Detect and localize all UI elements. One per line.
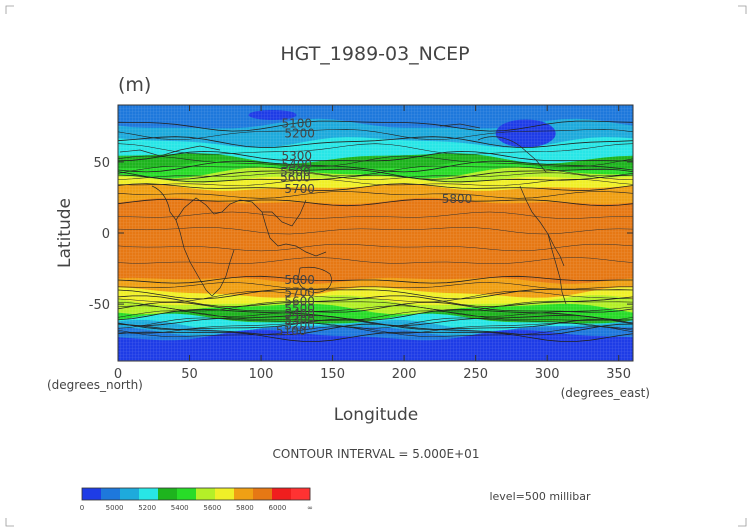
colorbar-swatch: [82, 488, 102, 500]
contour-labels: 5100520053005400550056005700580058005700…: [276, 116, 472, 338]
colorbar-swatch: [215, 488, 235, 500]
contour-label: 5400: [284, 307, 315, 321]
contour-half: [118, 326, 633, 337]
contour-half: [118, 282, 633, 290]
contour-5800: [118, 275, 633, 284]
y-tick-label: 50: [93, 156, 110, 171]
contour-5200: [118, 319, 633, 330]
x-axis-label: Longitude: [334, 405, 419, 425]
contour-half: [118, 305, 633, 317]
contour-5300: [118, 150, 633, 162]
contour-half: [118, 301, 633, 312]
colorbar-label: ∞: [307, 504, 313, 512]
colorbar-label: 5800: [236, 504, 254, 512]
x-tick-label: 0: [114, 367, 122, 382]
colorbar-swatch: [177, 488, 197, 500]
contour-label: 5600: [284, 294, 315, 308]
x-unit-right: (degrees_east): [561, 386, 650, 400]
colorbar-label: 5400: [171, 504, 189, 512]
contour-label: 5700: [284, 286, 315, 300]
y-axis: 50 0 -50: [89, 156, 633, 313]
contour-half: [118, 191, 633, 199]
contour-half: [118, 129, 633, 140]
contour-half: [118, 155, 633, 167]
level-label: level=500 millibar: [489, 490, 591, 503]
y-tick-label: -50: [89, 298, 110, 313]
contour-half: [118, 179, 633, 186]
contour-label: 5500: [280, 165, 311, 179]
x-tick-label: 150: [320, 367, 345, 382]
colorbar-swatch: [234, 488, 254, 500]
contour-5700: [118, 183, 633, 191]
colorbar-label: 6000: [269, 504, 287, 512]
contour-5500: [118, 301, 633, 313]
colorbar-label: 5600: [203, 504, 221, 512]
x-axis: 0 50 100 150 200 250 300 350: [114, 105, 631, 382]
colorbar-swatch: [139, 488, 159, 500]
contour-label: 5300: [282, 149, 313, 163]
y-axis-label: Latitude: [55, 198, 75, 268]
x-tick-label: 300: [535, 367, 560, 382]
colorbar-swatch: [196, 488, 216, 500]
colorbar-swatch: [120, 488, 140, 500]
contour-half: [118, 172, 633, 180]
colorbar-swatch: [272, 488, 292, 500]
colorbar-label: 5000: [106, 504, 124, 512]
colorbar-swatch: [291, 488, 311, 500]
contour-5400: [118, 160, 633, 173]
contour-label: 5400: [282, 158, 313, 172]
colorbar: 0 5000 5200 5400 5600 5800 6000 ∞: [80, 487, 313, 512]
corner-marks: [5, 5, 747, 527]
colorbar-label: 0: [80, 504, 84, 512]
contour-label: 5600: [280, 171, 311, 185]
contour-lines: [118, 120, 633, 342]
contour-5000: [118, 331, 633, 342]
contour-label: 5800: [284, 273, 315, 287]
contour-half: [118, 290, 633, 303]
contour-5800: [118, 199, 633, 207]
contour-label: 5300: [284, 313, 315, 327]
contour-interval: CONTOUR INTERVAL = 5.000E+01: [273, 447, 480, 461]
coastlines: [119, 123, 567, 305]
colorbar-frame: [81, 487, 311, 501]
contour-5100: [118, 120, 633, 132]
contour-5600: [118, 295, 633, 308]
contour-label: 5100: [276, 324, 307, 338]
contour-5300: [118, 314, 633, 327]
contour-tropics: [118, 257, 633, 264]
x-tick-label: 200: [392, 367, 417, 382]
contour-5600: [118, 174, 633, 183]
contour-tropics: [118, 243, 633, 252]
contour-label: 5500: [284, 301, 315, 315]
units-label: (m): [118, 74, 151, 96]
colorbar-swatch: [158, 488, 178, 500]
chart-title: HGT_1989-03_NCEP: [280, 43, 469, 65]
colorbar-label: 5200: [138, 504, 156, 512]
contour-half: [118, 322, 633, 334]
contour-half: [118, 143, 633, 155]
x-tick-label: 100: [249, 367, 274, 382]
contour-label: 5800: [442, 192, 473, 206]
contour-5400: [118, 308, 633, 321]
x-tick-label: 50: [181, 367, 198, 382]
contour-tropics: [118, 227, 633, 235]
contour-5200: [118, 136, 633, 148]
contour-5500: [118, 168, 633, 180]
x-tick-label: 250: [463, 367, 488, 382]
contour-half: [118, 165, 633, 177]
colorbar-swatch: [253, 488, 273, 500]
contour-half: [118, 317, 633, 329]
contour-label: 5700: [284, 182, 315, 196]
contour-half: [118, 310, 633, 321]
colorbar-swatch: [101, 488, 121, 500]
y-tick-label: 0: [102, 227, 110, 242]
contour-label: 5200: [284, 126, 315, 140]
x-unit-left: (degrees_north): [47, 378, 143, 392]
contour-label: 5100: [282, 116, 313, 130]
contour-tropics: [118, 211, 633, 219]
x-tick-label: 350: [606, 367, 631, 382]
contour-label: 5200: [284, 318, 315, 332]
